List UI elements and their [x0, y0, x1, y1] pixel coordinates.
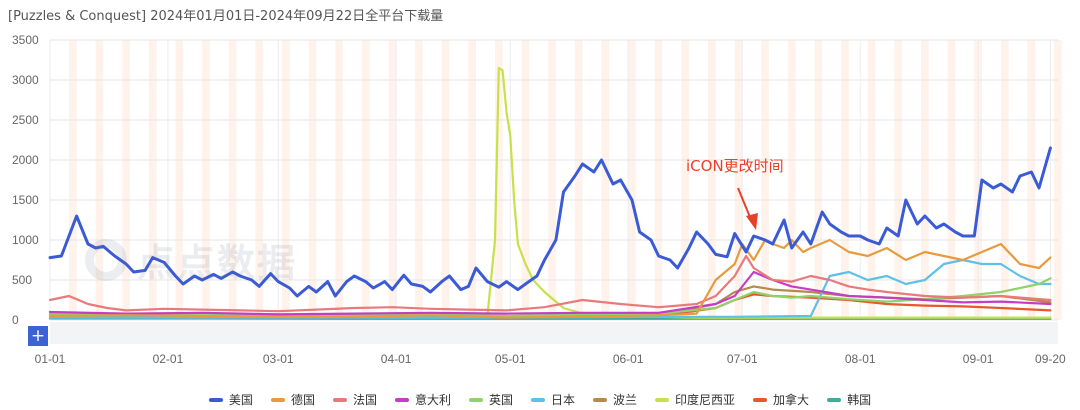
weekend-band — [761, 40, 769, 320]
y-tick-label: 2500 — [12, 113, 39, 127]
weekend-band — [388, 40, 397, 320]
series-line — [48, 270, 1052, 316]
weekend-band — [69, 40, 77, 320]
legend-label: 韩国 — [847, 393, 872, 407]
weekend-band — [521, 40, 530, 320]
legend-item[interactable]: 法国 — [332, 391, 377, 408]
weekend-band — [1054, 40, 1062, 320]
legend-label: 法国 — [352, 393, 377, 407]
weekend-band — [175, 40, 184, 320]
weekend-band — [574, 40, 583, 320]
weekend-band — [867, 40, 876, 320]
weekend-band — [921, 40, 929, 320]
weekend-band — [361, 40, 370, 320]
x-tick-label: 03-01 — [263, 352, 294, 366]
legend-swatch — [655, 397, 670, 402]
weekend-band — [148, 40, 157, 320]
legend-item[interactable]: 印度尼西亚 — [655, 391, 735, 408]
chart-legend: 美国 德国 法国 意大利 英国 日本 波兰 印度尼西亚 加拿大 韩国 — [0, 391, 1080, 408]
y-tick-label: 1500 — [12, 193, 39, 207]
weekend-band — [654, 40, 663, 320]
annotation-label: iCON更改时间 — [686, 157, 784, 175]
weekend-band — [202, 40, 210, 320]
legend-item[interactable]: 加拿大 — [753, 391, 809, 408]
weekend-band — [468, 40, 477, 320]
weekend-band — [601, 40, 610, 320]
legend-swatch — [394, 397, 409, 402]
legend-label: 印度尼西亚 — [675, 393, 736, 407]
legend-label: 德国 — [290, 393, 315, 407]
legend-item[interactable]: 英国 — [468, 391, 513, 408]
legend-swatch — [593, 397, 608, 402]
weekend-band — [787, 40, 796, 320]
legend-label: 日本 — [551, 393, 576, 407]
x-tick-label: 09-20 — [1035, 352, 1066, 366]
legend-swatch — [531, 397, 545, 402]
chart-title: [Puzzles & Conquest] 2024年01月01日-2024年09… — [8, 9, 444, 24]
legend-item[interactable]: 波兰 — [593, 391, 637, 408]
weekend-band — [282, 40, 290, 320]
x-tick-label: 08-01 — [845, 352, 876, 366]
legend-swatch — [332, 397, 347, 402]
weekend-band — [841, 40, 849, 320]
weekend-band — [1000, 40, 1009, 320]
weekend-band — [95, 40, 104, 320]
weekend-band — [708, 40, 716, 320]
legend-swatch — [468, 397, 483, 402]
legend-swatch — [753, 397, 768, 402]
weekend-band — [228, 40, 237, 320]
legend-item[interactable]: 韩国 — [827, 391, 871, 408]
series-line — [48, 238, 1052, 319]
legend-item[interactable]: 美国 — [208, 391, 253, 408]
weekend-band — [415, 40, 423, 320]
x-tick-label: 04-01 — [381, 352, 412, 366]
weekend-band — [734, 40, 743, 320]
weekend-band — [1027, 40, 1036, 320]
line-chart: 0 500 1000 1500 2000 2500 3000 3500 01-01 02-01 03… — [12, 33, 1066, 366]
weekend-band — [814, 40, 823, 320]
legend-item[interactable]: 意大利 — [394, 391, 451, 408]
zoom-add-button[interactable]: + — [28, 326, 48, 346]
x-tick-label: 02-01 — [153, 352, 184, 366]
legend-swatch — [208, 397, 223, 402]
weekend-band — [947, 40, 956, 320]
range-slider-track — [50, 322, 1058, 344]
weekend-band — [441, 40, 450, 320]
legend-item[interactable]: 日本 — [531, 391, 575, 408]
annotation-arrowhead — [746, 213, 758, 230]
series-line — [48, 254, 1052, 313]
y-tick-label: 3500 — [12, 33, 39, 47]
y-tick-label: 1000 — [12, 233, 39, 247]
x-tick-label: 07-01 — [727, 352, 758, 366]
legend-swatch — [827, 397, 842, 402]
weekend-band — [308, 40, 317, 320]
legend-item[interactable]: 德国 — [270, 391, 315, 408]
legend-label: 美国 — [228, 393, 253, 407]
weekend-band — [335, 40, 343, 320]
legend-label: 波兰 — [613, 393, 638, 407]
legend-label: 英国 — [488, 393, 513, 407]
weekend-band — [548, 40, 556, 320]
y-tick-label: 0 — [12, 313, 19, 327]
y-tick-label: 500 — [12, 273, 32, 287]
x-tick-label: 05-01 — [495, 352, 526, 366]
y-tick-label: 3000 — [12, 73, 39, 87]
weekend-band — [495, 40, 503, 320]
x-tick-label: 06-01 — [613, 352, 644, 366]
x-tick-label: 09-01 — [963, 352, 994, 366]
weekend-band — [255, 40, 264, 320]
legend-label: 加拿大 — [773, 393, 810, 407]
legend-swatch — [270, 397, 285, 402]
weekend-band — [122, 40, 130, 320]
weekend-band — [894, 40, 903, 320]
series-line — [48, 146, 1052, 298]
weekend-band — [628, 40, 636, 320]
weekend-band — [681, 40, 690, 320]
x-tick-label: 01-01 — [35, 352, 66, 366]
y-tick-label: 2000 — [12, 153, 39, 167]
legend-label: 意大利 — [414, 393, 451, 407]
